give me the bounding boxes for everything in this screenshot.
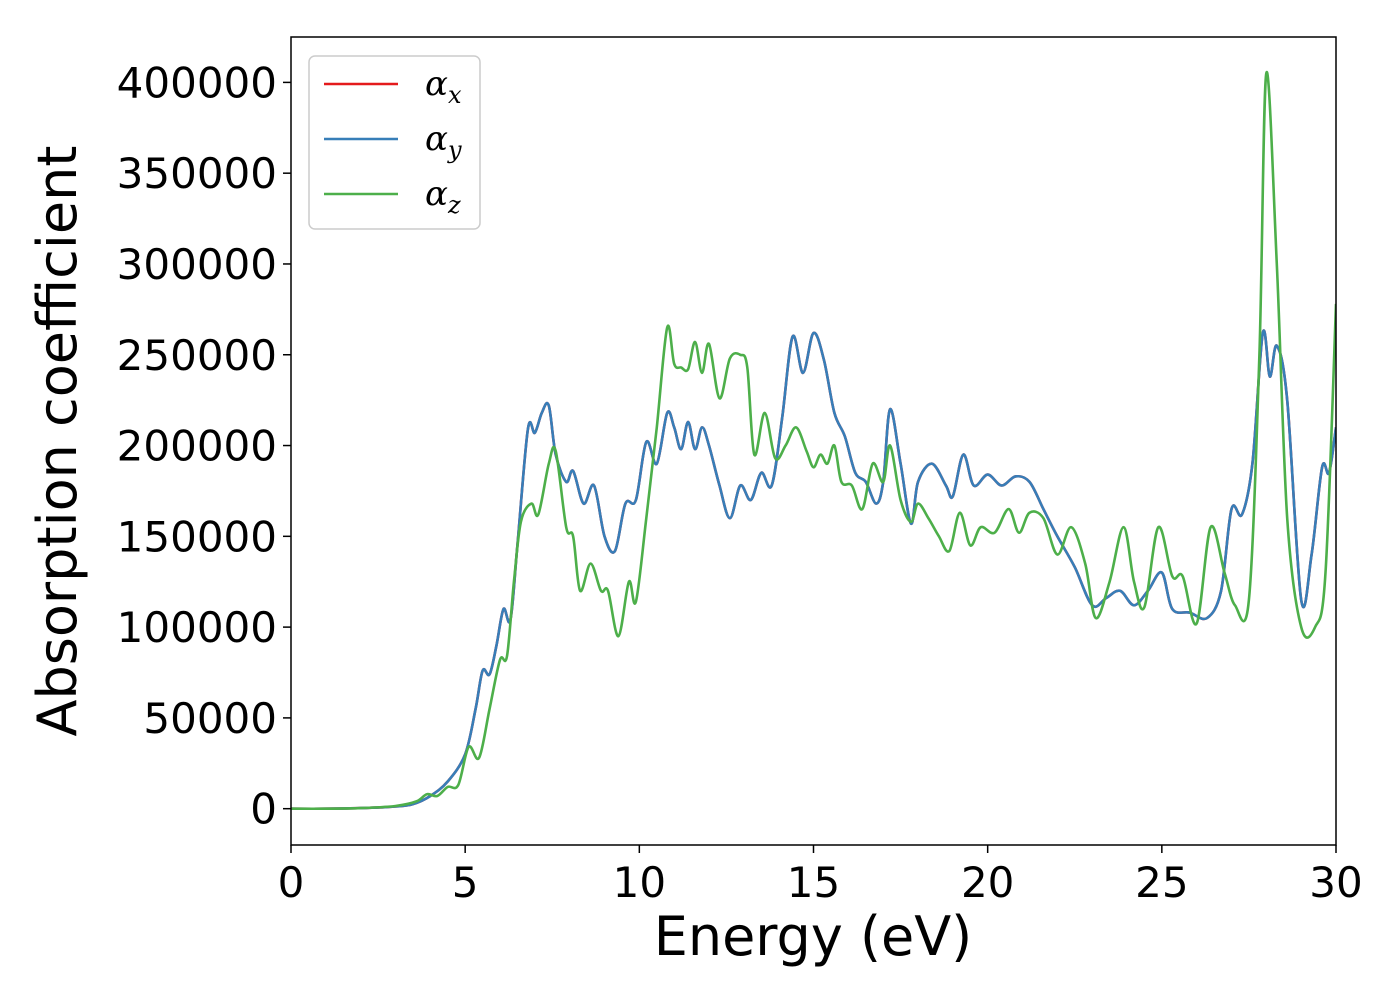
legend: αx αy αz [308,55,481,230]
y-tick-label: 350000 [117,149,277,198]
y-axis-ticks: 0 50000 100000 150000 200000 250000 300000 3500… [117,58,291,834]
series-line-alpha-z [291,70,1336,811]
legend-label-alpha-z: αz [425,174,461,219]
y-tick-label: 250000 [117,331,277,380]
x-tick-label: 15 [787,858,840,907]
y-tick-label: 300000 [117,240,277,289]
x-tick-label: 5 [452,858,479,907]
x-axis-label: Energy (eV) [654,905,973,968]
x-tick-label: 0 [278,858,305,907]
plot-area [291,70,1336,811]
x-tick-label: 30 [1309,858,1362,907]
y-axis-label: Absorption coefficient [26,146,89,737]
y-tick-label: 150000 [117,512,277,561]
series-line-alpha-x [291,329,1336,811]
y-tick-label: 100000 [117,603,277,652]
y-tick-label: 0 [250,785,277,834]
legend-label-alpha-y: αy [425,119,462,164]
legend-box [308,55,481,230]
legend-label-alpha-x: αx [425,64,462,109]
y-tick-label: 400000 [117,58,277,107]
x-tick-label: 10 [613,858,666,907]
x-axis-ticks: 0 5 10 15 20 25 30 [278,845,1363,907]
y-tick-label: 50000 [143,694,277,743]
x-tick-label: 25 [1135,858,1188,907]
x-tick-label: 20 [961,858,1014,907]
series-line-alpha-y [291,329,1336,811]
y-tick-label: 200000 [117,422,277,471]
